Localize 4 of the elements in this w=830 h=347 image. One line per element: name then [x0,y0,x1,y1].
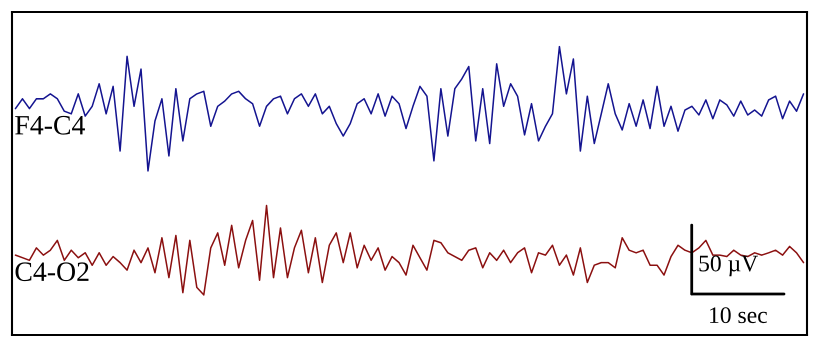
series-label: C4-O2 [16,262,88,282]
annotation: 50 µV [699,256,758,276]
annotation: 10 sec [710,307,767,324]
series-label: F4-C4 [15,116,85,135]
